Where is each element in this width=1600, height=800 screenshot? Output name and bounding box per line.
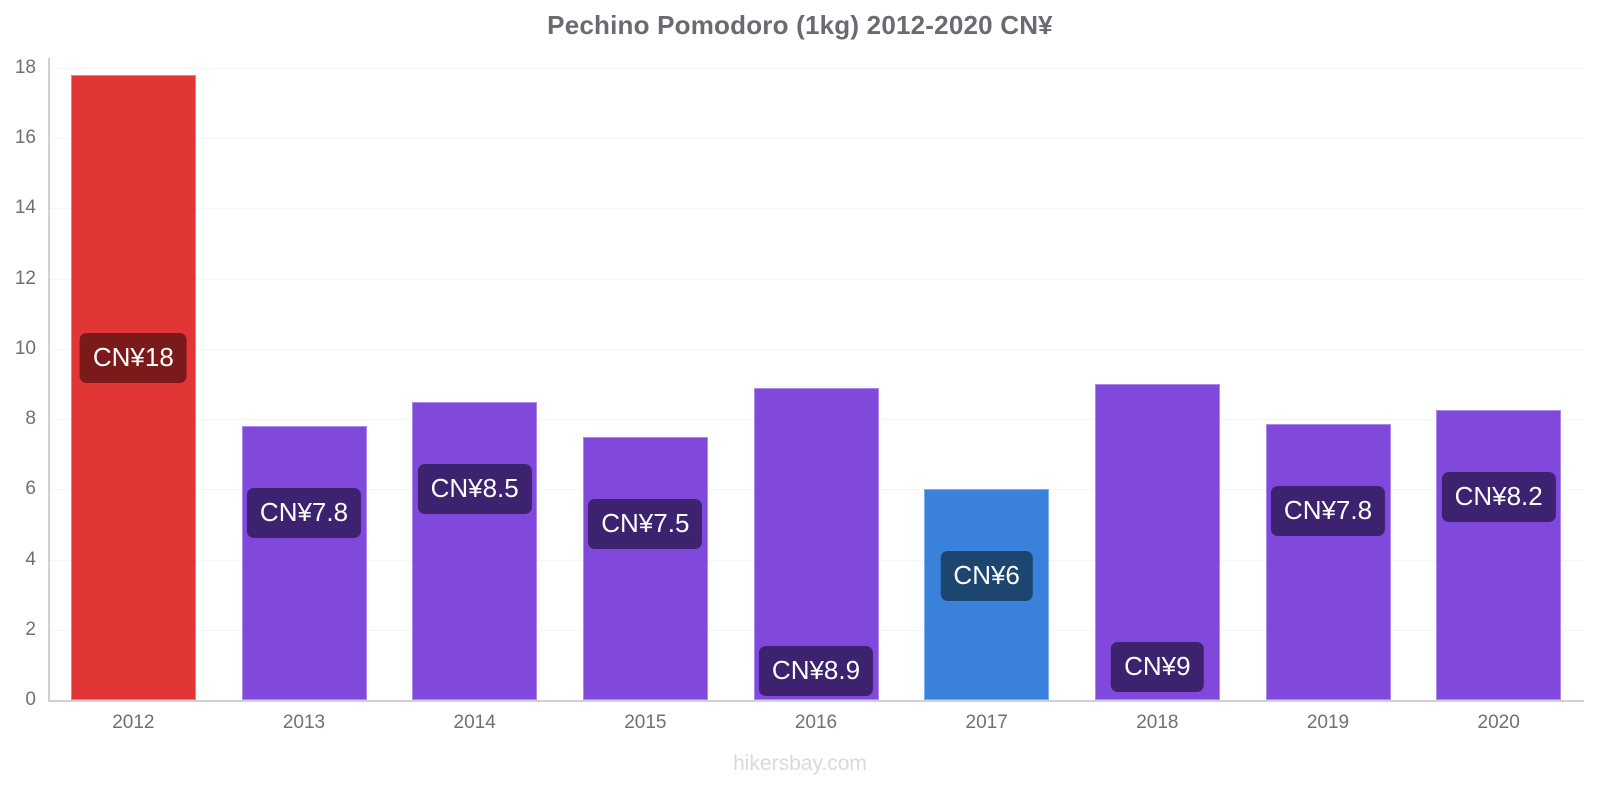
y-axis-tick-6: 6 [25, 478, 36, 500]
gridline [48, 138, 1584, 140]
gridline [48, 278, 1584, 280]
y-axis-tick-8: 8 [25, 408, 36, 430]
value-label-2014: CN¥8.5 [417, 463, 532, 514]
bar-2015[interactable] [582, 436, 708, 700]
chart-title: Pechino Pomodoro (1kg) 2012-2020 CN¥ [547, 10, 1053, 40]
y-axis-tick-16: 16 [14, 127, 36, 149]
value-label-2016: CN¥8.9 [758, 645, 874, 696]
value-label-2015: CN¥7.5 [588, 498, 703, 549]
y-axis-tick-2: 2 [25, 618, 36, 640]
y-axis-line [48, 58, 50, 702]
y-axis-tick-14: 14 [14, 197, 36, 219]
value-label-2020: CN¥8.2 [1441, 472, 1556, 523]
value-label-2013: CN¥7.8 [246, 488, 362, 539]
footer-credit: hikersbay.com [733, 752, 867, 775]
plot-area: CN¥18 CN¥7.8 CN¥8.5 CN¥7.5 CN¥8.9 CN¥6 CN¥9 CN¥… [48, 68, 1584, 700]
gridline [48, 208, 1584, 210]
x-axis-tick-2012: 2012 [112, 712, 155, 733]
gridline [48, 348, 1584, 350]
value-label-2018: CN¥9 [1111, 642, 1204, 692]
x-axis-line [48, 700, 1584, 702]
x-axis-tick-2019: 2019 [1306, 712, 1350, 733]
bar-2012[interactable] [70, 75, 196, 700]
value-label-2017: CN¥6 [940, 551, 1033, 602]
bar-2020[interactable] [1436, 410, 1562, 700]
y-axis-tick-12: 12 [14, 267, 36, 289]
x-axis-tick-2020: 2020 [1477, 712, 1520, 733]
y-axis-tick-18: 18 [14, 57, 36, 78]
value-label-2019: CN¥7.8 [1270, 486, 1386, 537]
gridline [48, 68, 1584, 69]
value-label-2012: CN¥18 [79, 333, 187, 384]
x-axis-tick-2017: 2017 [965, 712, 1008, 733]
x-axis-tick-2014: 2014 [453, 712, 496, 733]
bar-2014[interactable] [412, 401, 538, 700]
x-axis-tick-2015: 2015 [624, 712, 667, 733]
x-axis-tick-2016: 2016 [794, 712, 838, 733]
y-axis-tick-10: 10 [14, 337, 36, 359]
bar-2013[interactable] [241, 426, 367, 700]
bar-2019[interactable] [1265, 424, 1391, 700]
y-axis-tick-4: 4 [25, 548, 36, 570]
x-axis-tick-2018: 2018 [1136, 712, 1179, 733]
y-axis-tick-0: 0 [25, 689, 36, 710]
x-axis-tick-2013: 2013 [282, 712, 326, 733]
